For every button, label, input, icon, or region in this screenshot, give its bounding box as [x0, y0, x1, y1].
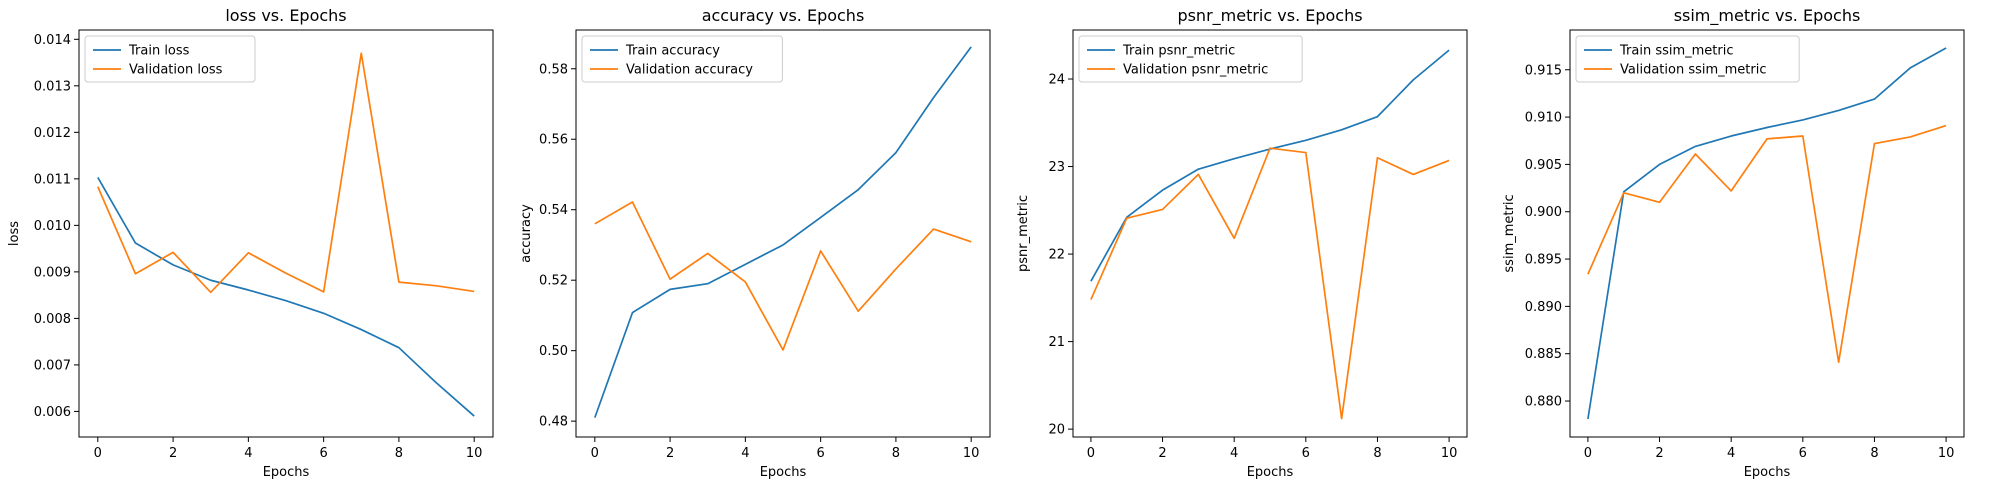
- x-tick-label: 10: [1938, 446, 1955, 461]
- y-tick-label: 0.910: [1525, 111, 1562, 126]
- plot-frame: [1072, 29, 1468, 438]
- y-tick-label: 0.56: [539, 133, 568, 148]
- x-tick-label: 6: [1302, 446, 1310, 461]
- y-tick-label: 0.50: [539, 344, 568, 359]
- y-tick-label: 21: [1048, 335, 1065, 350]
- y-tick-label: 24: [1048, 73, 1065, 88]
- x-tick-label: 8: [395, 446, 403, 461]
- x-tick-label: 0: [591, 446, 599, 461]
- legend-label: Validation loss: [129, 63, 223, 78]
- legend-box: [84, 35, 256, 83]
- x-tick-label: 10: [1441, 446, 1458, 461]
- y-tick-label: 22: [1048, 248, 1065, 263]
- series-line-validation: [1090, 147, 1450, 420]
- series-line-validation: [97, 52, 475, 294]
- y-tick-label: 0.905: [1525, 158, 1562, 173]
- y-tick-label: 20: [1048, 423, 1065, 438]
- series-line-validation: [1587, 124, 1947, 364]
- x-tick-label: 2: [169, 446, 177, 461]
- y-axis-label: psnr_metric: [1016, 195, 1031, 272]
- y-tick-label: 0.880: [1525, 395, 1562, 410]
- x-tick-label: 8: [1373, 446, 1381, 461]
- chart-title: ssim_metric vs. Epochs: [1674, 6, 1861, 26]
- x-tick-label: 2: [1158, 446, 1166, 461]
- legend-box: [1078, 35, 1303, 83]
- y-tick-label: 0.890: [1525, 300, 1562, 315]
- y-tick-label: 0.009: [34, 265, 71, 280]
- y-tick-label: 0.885: [1525, 347, 1562, 362]
- x-tick-label: 4: [1230, 446, 1238, 461]
- x-tick-label: 10: [466, 446, 483, 461]
- y-tick-label: 0.52: [539, 274, 568, 289]
- x-tick-label: 0: [94, 446, 102, 461]
- legend-label: Train psnr_metric: [1122, 44, 1235, 59]
- y-tick-label: 0.915: [1525, 63, 1562, 78]
- y-tick-label: 0.54: [539, 203, 568, 218]
- series-line-train: [594, 46, 972, 418]
- legend-label: Validation psnr_metric: [1123, 63, 1268, 78]
- legend-box: [581, 35, 783, 83]
- x-tick-label: 2: [666, 446, 674, 461]
- chart-title: accuracy vs. Epochs: [702, 6, 865, 25]
- x-axis-label: Epochs: [1247, 465, 1294, 480]
- y-tick-label: 0.008: [34, 312, 71, 327]
- chart-panel-2: accuracy vs. Epochs 0 2 4 6 8 10 0.48 0.50 0.52 0.…: [519, 6, 991, 480]
- y-tick-label: 0.48: [539, 415, 568, 430]
- x-axis-label: Epochs: [1744, 465, 1791, 480]
- y-axis-label: ssim_metric: [1502, 194, 1517, 272]
- legend-label: Validation ssim_metric: [1620, 63, 1767, 78]
- plot-frame: [78, 29, 494, 438]
- x-tick-label: 4: [1727, 446, 1735, 461]
- y-tick-label: 0.58: [539, 62, 568, 77]
- series-line-train: [1587, 47, 1947, 420]
- chart-panel-1: loss vs. Epochs 0 2 4 6 8 10 0.006 0.007 0.008 0.0…: [7, 6, 494, 480]
- legend-label: Validation accuracy: [626, 63, 753, 78]
- chart-panel-4: ssim_metric vs. Epochs 0 2 4 6 8 10 0.880 0.885 0…: [1502, 6, 1965, 480]
- legend-box: [1575, 35, 1800, 83]
- x-tick-label: 4: [244, 446, 252, 461]
- y-tick-label: 0.007: [34, 358, 71, 373]
- y-tick-label: 0.006: [34, 405, 71, 420]
- x-tick-label: 2: [1655, 446, 1663, 461]
- x-tick-label: 4: [741, 446, 749, 461]
- y-tick-label: 23: [1048, 160, 1065, 175]
- y-tick-label: 0.900: [1525, 205, 1562, 220]
- x-tick-label: 8: [892, 446, 900, 461]
- series-line-validation: [594, 201, 972, 351]
- y-tick-label: 0.014: [34, 33, 71, 48]
- x-tick-label: 0: [1087, 446, 1095, 461]
- x-tick-label: 6: [816, 446, 824, 461]
- y-tick-label: 0.012: [34, 126, 71, 141]
- x-tick-label: 0: [1584, 446, 1592, 461]
- x-tick-label: 6: [319, 446, 327, 461]
- x-tick-label: 10: [963, 446, 980, 461]
- y-tick-label: 0.011: [34, 172, 71, 187]
- legend-label: Train accuracy: [625, 44, 720, 59]
- plot-frame: [575, 29, 991, 438]
- chart-title: psnr_metric vs. Epochs: [1177, 6, 1362, 26]
- y-tick-label: 0.895: [1525, 253, 1562, 268]
- x-axis-label: Epochs: [760, 465, 807, 480]
- y-axis-label: accuracy: [519, 204, 534, 263]
- legend-label: Train ssim_metric: [1619, 44, 1734, 59]
- x-tick-label: 8: [1870, 446, 1878, 461]
- y-tick-label: 0.010: [34, 219, 71, 234]
- chart-title: loss vs. Epochs: [225, 6, 346, 25]
- x-axis-label: Epochs: [263, 465, 310, 480]
- plot-frame: [1569, 29, 1965, 438]
- y-axis-label: loss: [7, 221, 22, 246]
- x-tick-label: 6: [1799, 446, 1807, 461]
- series-line-train: [97, 177, 475, 417]
- legend-label: Train loss: [128, 44, 190, 59]
- y-tick-label: 0.013: [34, 79, 71, 94]
